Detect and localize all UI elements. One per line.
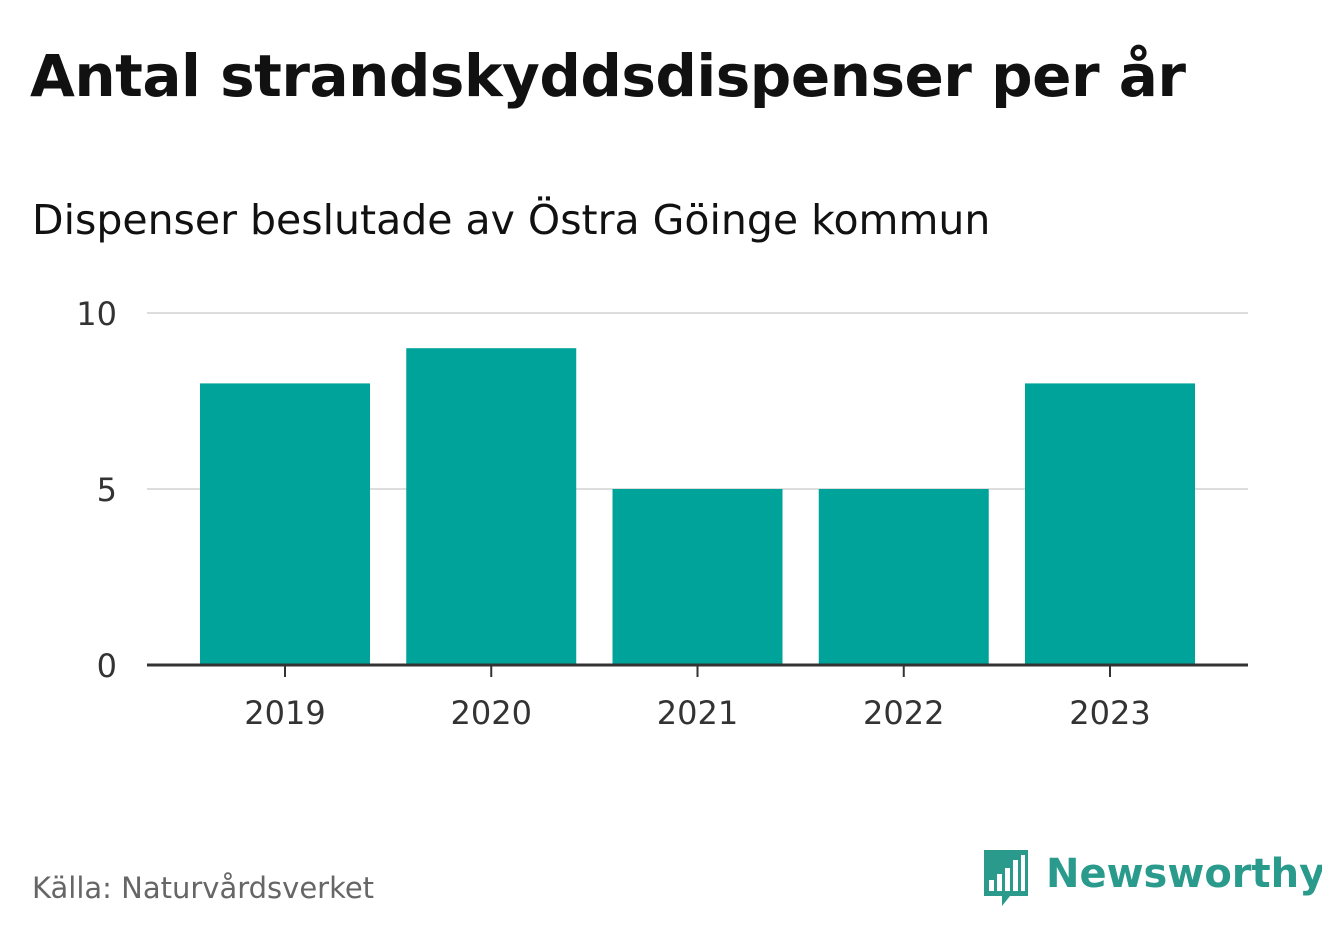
bar-2021 [612, 489, 783, 665]
source-note: Källa: Naturvårdsverket [32, 871, 375, 905]
chart-speech-bubble-icon [984, 850, 1028, 906]
bar-chart: 0 5 10 2019 2020 2021 2022 2023 [76, 295, 1248, 732]
x-tick-label: 2020 [451, 694, 532, 732]
chart-subtitle: Dispenser beslutade av Östra Göinge komm… [32, 196, 991, 244]
brand-logo: Newsworthy [980, 846, 1322, 912]
x-axis [147, 663, 1248, 677]
brand-name: Newsworthy [1046, 851, 1322, 897]
x-tick-label: 2019 [244, 694, 325, 732]
x-tick-label: 2023 [1069, 694, 1150, 732]
tick-labels: 0 5 10 2019 2020 2021 2022 2023 [76, 295, 1150, 732]
bar-2023 [1025, 383, 1195, 665]
bars [200, 348, 1195, 665]
bar-2022 [818, 489, 989, 665]
y-tick-label: 5 [97, 471, 117, 509]
x-tick-label: 2021 [657, 694, 738, 732]
bar-2019 [200, 383, 370, 665]
bar-2020 [406, 348, 577, 665]
chart-title: Antal strandskyddsdispenser per år [30, 42, 1186, 110]
x-tick-label: 2022 [863, 694, 944, 732]
y-tick-label: 10 [76, 295, 117, 333]
y-tick-label: 0 [97, 647, 117, 685]
